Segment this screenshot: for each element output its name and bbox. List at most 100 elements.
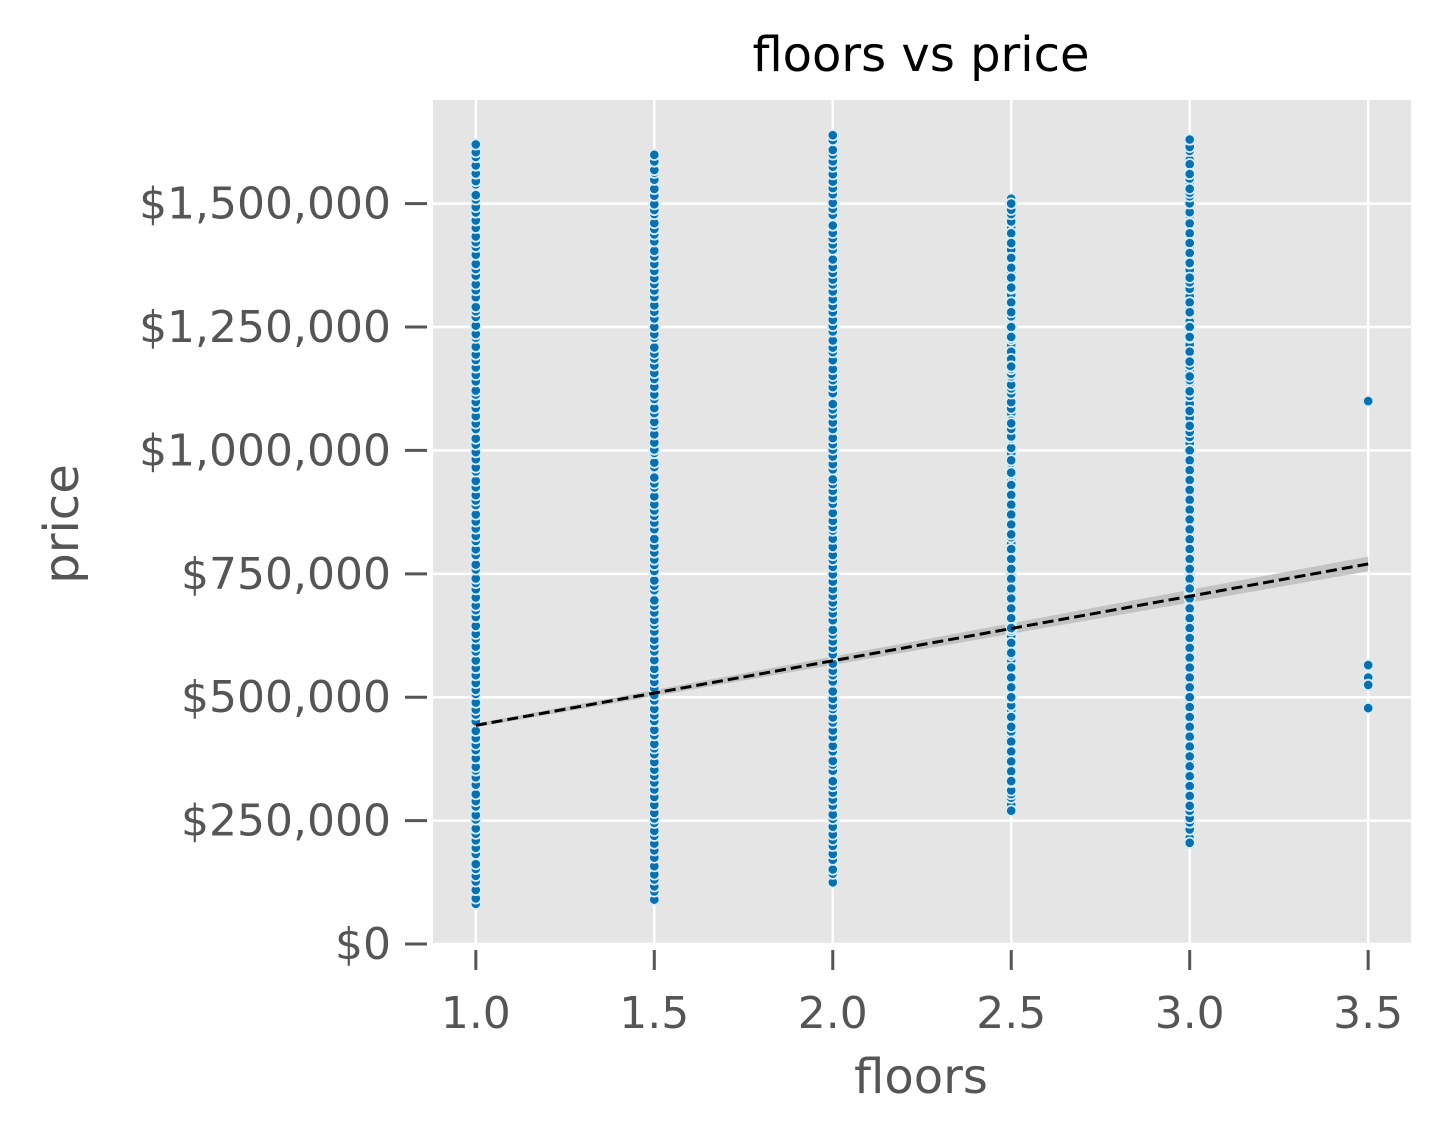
data-point	[1005, 237, 1018, 250]
data-point	[1183, 246, 1196, 260]
data-point	[1183, 227, 1196, 240]
data-point	[1005, 755, 1018, 768]
data-point	[1005, 681, 1018, 694]
data-point	[1183, 454, 1196, 467]
data-point	[826, 143, 839, 156]
data-point	[1183, 700, 1196, 714]
data-point	[826, 253, 839, 266]
data-point	[1005, 710, 1018, 724]
y-tick-label: $1,000,000	[139, 425, 391, 476]
data-point	[1005, 572, 1018, 585]
y-tick-label: $0	[335, 919, 391, 970]
data-point	[1005, 508, 1018, 521]
y-axis: $0 $250,000 $500,000 $750,000 $1,000,000 $1,2…	[139, 179, 427, 970]
data-point	[1183, 503, 1196, 516]
data-point	[1183, 167, 1196, 181]
x-axis: 1.0 1.5 2.0 2.5 3.0 3.5	[441, 950, 1403, 1039]
data-point	[1183, 542, 1196, 556]
data-point	[1005, 602, 1018, 615]
data-point	[1183, 730, 1196, 743]
data-point	[1183, 582, 1196, 595]
y-tick-label: $500,000	[181, 672, 391, 723]
data-point	[826, 219, 839, 232]
x-tick-label: 3.0	[1155, 988, 1225, 1039]
y-tick-label: $1,500,000	[139, 179, 391, 230]
data-point	[1005, 330, 1018, 343]
data-point	[1183, 306, 1196, 319]
data-point	[1183, 799, 1196, 812]
data-point	[826, 775, 839, 788]
data-point	[1183, 217, 1196, 230]
data-point	[1005, 745, 1018, 758]
data-point	[648, 471, 661, 484]
data-point	[1183, 370, 1196, 383]
data-point	[1183, 760, 1196, 773]
data-point	[1183, 493, 1196, 506]
data-point	[826, 685, 839, 698]
data-point	[1005, 671, 1018, 684]
data-point	[1005, 306, 1018, 319]
plot-background	[433, 100, 1411, 944]
data-point	[1183, 385, 1196, 398]
chart-title: floors vs price	[752, 27, 1089, 83]
data-point	[1005, 592, 1018, 605]
data-point	[1005, 227, 1018, 240]
x-tick-label: 2.0	[798, 988, 868, 1039]
data-point	[1362, 658, 1375, 672]
data-point	[1005, 281, 1018, 294]
data-point	[1183, 355, 1196, 368]
data-point	[1005, 454, 1018, 467]
data-point	[1183, 740, 1196, 753]
data-point	[1183, 750, 1196, 763]
data-point	[1005, 488, 1018, 501]
data-point	[1183, 641, 1196, 655]
data-point	[1362, 678, 1375, 692]
y-tick-label: $1,250,000	[139, 302, 391, 353]
data-point	[1183, 681, 1196, 694]
y-tick-label: $250,000	[181, 796, 391, 847]
data-point	[1183, 612, 1196, 625]
x-tick-label: 1.0	[441, 988, 511, 1039]
data-point	[826, 129, 839, 142]
data-point	[1005, 261, 1018, 274]
data-points	[469, 129, 1375, 910]
data-point	[1005, 582, 1018, 595]
data-point	[1183, 523, 1196, 536]
data-point	[1183, 473, 1196, 487]
y-axis-label: price	[34, 464, 90, 583]
data-point	[1183, 271, 1196, 284]
x-tick-label: 1.5	[619, 988, 689, 1039]
x-tick-label: 3.5	[1333, 988, 1403, 1039]
data-point	[1005, 417, 1018, 430]
data-point	[1183, 552, 1196, 566]
data-point	[1183, 483, 1196, 496]
data-point	[1183, 836, 1196, 849]
data-point	[1005, 691, 1018, 704]
data-point	[1183, 710, 1196, 724]
data-point	[1183, 789, 1196, 803]
data-point	[826, 863, 839, 876]
data-point	[1183, 444, 1196, 457]
data-point	[1183, 419, 1196, 432]
data-point	[1005, 320, 1018, 334]
data-point	[1183, 631, 1196, 645]
x-tick-label: 2.5	[976, 988, 1046, 1039]
data-point	[1005, 646, 1018, 659]
data-point	[648, 148, 661, 161]
trend-line	[475, 562, 1369, 727]
data-point	[1005, 197, 1018, 210]
data-point	[1183, 133, 1196, 146]
data-point	[1183, 621, 1196, 635]
data-point	[1005, 765, 1018, 778]
data-point	[1005, 498, 1018, 511]
data-point	[1183, 770, 1196, 783]
data-point	[1183, 779, 1196, 793]
data-point	[469, 857, 482, 871]
data-point	[1183, 562, 1196, 576]
data-point	[1362, 701, 1375, 715]
data-point	[826, 397, 839, 411]
data-point	[469, 300, 482, 314]
data-point	[1183, 720, 1196, 733]
